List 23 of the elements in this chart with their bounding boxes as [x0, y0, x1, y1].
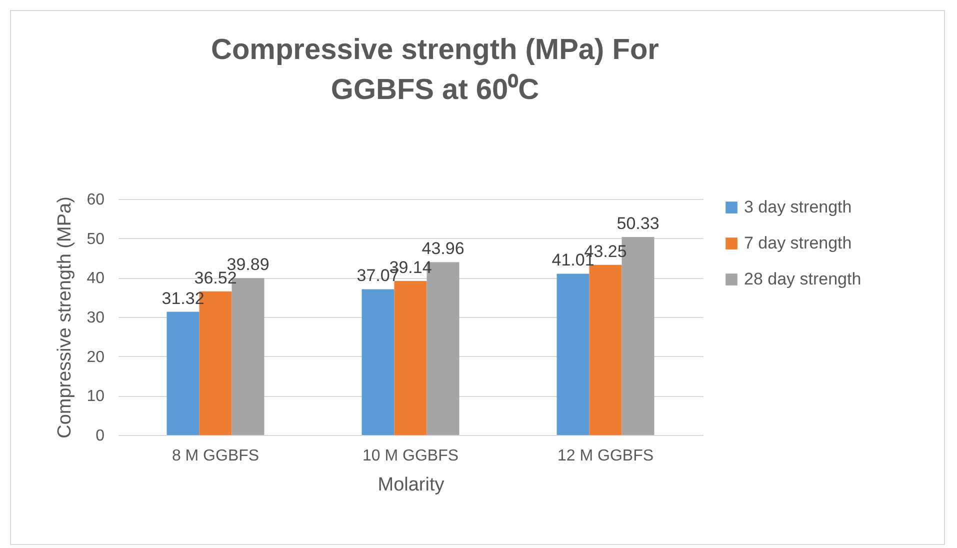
bar	[394, 281, 427, 435]
y-axis-title: Compressive strength (MPa)	[54, 196, 76, 438]
data-label: 43.96	[422, 239, 464, 258]
y-tick-label: 30	[86, 310, 105, 326]
bar	[166, 312, 200, 435]
chart-title: Compressive strength (MPa) For GGBFS at 60⁰C	[210, 33, 660, 108]
y-tick-label: 50	[86, 230, 105, 248]
legend-label: 7 day strength	[744, 234, 852, 252]
bar	[589, 264, 622, 435]
y-tick-label: 20	[86, 348, 105, 366]
bar	[362, 289, 394, 435]
y-tick-label: 60	[86, 192, 105, 208]
legend-label: 3 day strength	[744, 198, 852, 216]
y-tick-label: 40	[86, 270, 105, 288]
x-tick-label: 12 M GGBFS	[557, 448, 654, 464]
x-tick-label: 10 M GGBFS	[362, 448, 459, 464]
y-tick-label: 10	[86, 388, 105, 406]
data-label: 50.33	[616, 214, 660, 234]
legend-label: 28 day strength	[744, 270, 862, 288]
x-axis-title: Molarity	[378, 474, 445, 496]
y-tick-label: 0	[96, 428, 105, 444]
x-tick-label: 8 M GGBFS	[172, 448, 260, 464]
bar	[556, 274, 590, 435]
